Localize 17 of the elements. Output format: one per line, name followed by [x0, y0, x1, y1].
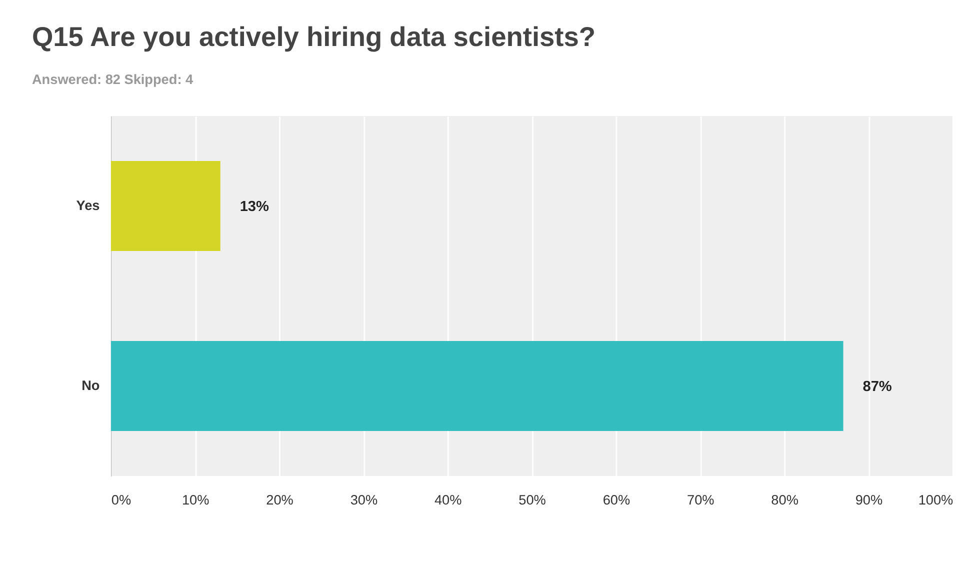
x-tick-label: 0%	[111, 492, 132, 508]
chart-title: Q15 Are you actively hiring data scientists?	[32, 20, 596, 52]
x-tick-label: 30%	[350, 492, 378, 508]
y-tick-label: No	[82, 378, 100, 393]
x-tick-label: 70%	[687, 492, 714, 508]
x-tick-label: 40%	[434, 492, 462, 508]
x-tick-label: 90%	[855, 492, 883, 508]
data-label: 87%	[862, 378, 892, 395]
y-tick-label: Yes	[76, 198, 100, 213]
x-tick-label: 10%	[182, 492, 210, 508]
data-label: 13%	[240, 198, 270, 215]
x-tick-label: 50%	[518, 492, 546, 508]
x-tick-label: 80%	[771, 492, 798, 508]
x-tick-label: 100%	[918, 492, 954, 508]
x-tick-label: 20%	[266, 492, 294, 508]
chart-subtitle: Answered: 82 Skipped: 4	[32, 72, 194, 87]
x-tick-label: 60%	[602, 492, 630, 508]
